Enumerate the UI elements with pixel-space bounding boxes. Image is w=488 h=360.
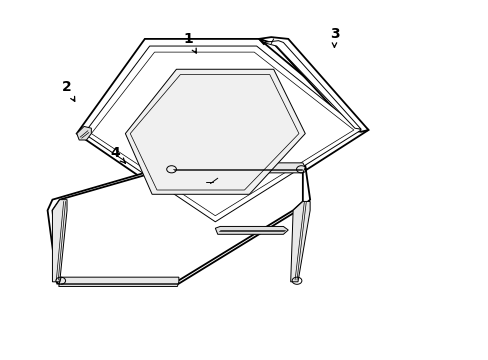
Polygon shape bbox=[130, 75, 298, 190]
Polygon shape bbox=[259, 37, 368, 132]
Polygon shape bbox=[171, 163, 305, 173]
Text: 1: 1 bbox=[183, 32, 196, 53]
Polygon shape bbox=[77, 39, 368, 228]
Polygon shape bbox=[290, 202, 309, 282]
Polygon shape bbox=[263, 41, 361, 129]
Polygon shape bbox=[91, 52, 353, 216]
Polygon shape bbox=[77, 126, 91, 140]
Text: 3: 3 bbox=[329, 27, 339, 47]
Text: 2: 2 bbox=[62, 80, 75, 101]
Polygon shape bbox=[125, 69, 305, 194]
Polygon shape bbox=[47, 166, 309, 284]
Polygon shape bbox=[52, 200, 67, 282]
Polygon shape bbox=[52, 167, 302, 282]
Polygon shape bbox=[59, 277, 179, 287]
Text: 4: 4 bbox=[111, 146, 125, 163]
Polygon shape bbox=[84, 46, 361, 222]
Polygon shape bbox=[215, 226, 287, 234]
